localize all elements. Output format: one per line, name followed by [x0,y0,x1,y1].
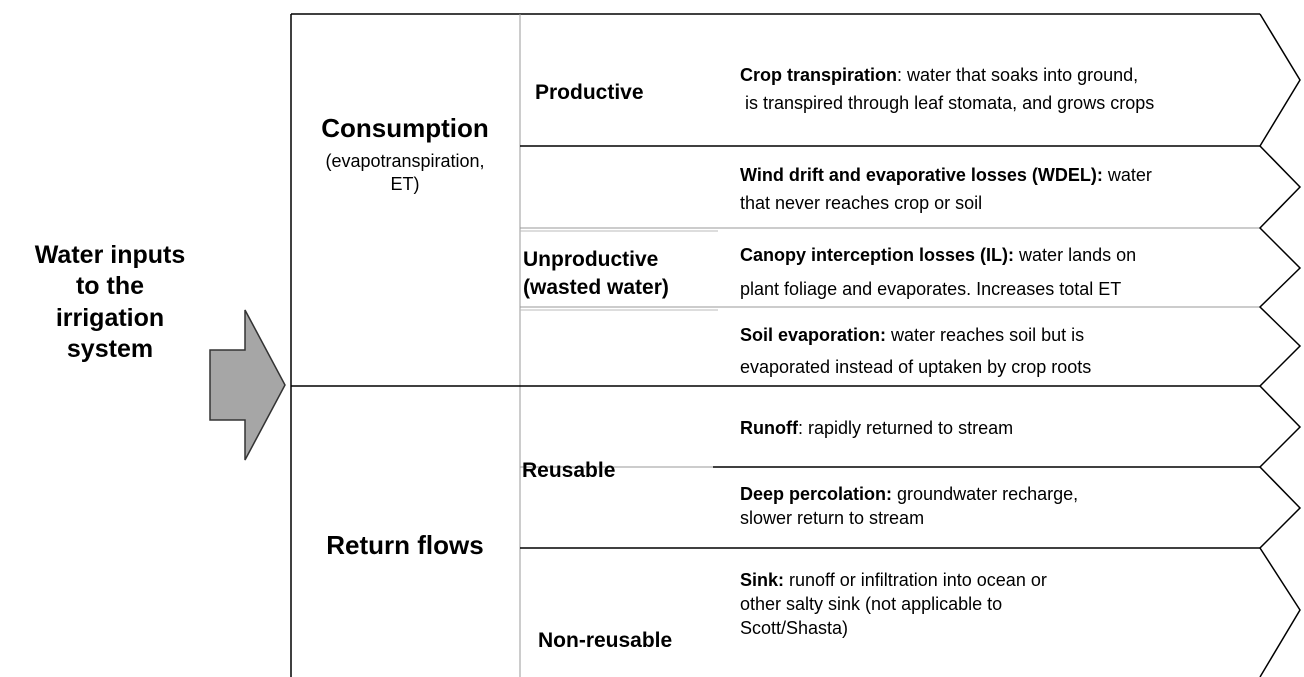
left-label: Water inputs to the irrigation system [35,241,185,363]
text-span: Runoff [740,418,799,438]
text-span: water reaches soil but is [886,325,1084,345]
category: Unproductive [523,248,658,271]
label-line: to the [76,272,144,300]
text-span: runoff or infiltration into ocean or [784,570,1047,590]
item-line: that never reaches crop or soil [740,193,982,213]
input-arrow [209,309,286,461]
section-subtitle: ET) [391,174,420,194]
item-line: Crop transpiration: water that soaks int… [740,65,1138,85]
category: (wasted water) [523,276,669,299]
label-line: Water inputs [35,241,185,269]
label-line: irrigation [56,304,164,332]
text-span: Sink: [740,570,784,590]
item-line: other salty sink (not applicable to [740,594,1002,614]
category: Non-reusable [538,629,672,652]
item-line: Runoff: rapidly returned to stream [740,418,1013,438]
item-line: Canopy interception losses (IL): water l… [740,245,1136,265]
item-line: slower return to stream [740,508,924,528]
section-title: Return flows [326,530,483,560]
text-span: Crop transpiration [740,65,897,85]
item-line: Scott/Shasta) [740,618,848,638]
text-span: water [1103,165,1152,185]
item-line: plant foliage and evaporates. Increases … [740,279,1121,299]
categories: Productive Unproductive (wasted water) R… [522,81,672,652]
text-span: : rapidly returned to stream [798,418,1013,438]
item-line: Deep percolation: groundwater recharge, [740,484,1078,504]
item-line: Sink: runoff or infiltration into ocean … [740,570,1047,590]
text-span: : water that soaks into ground, [897,65,1138,85]
text-span: Deep percolation: [740,484,892,504]
items: Crop transpiration: water that soaks int… [740,65,1154,638]
item-line: Soil evaporation: water reaches soil but… [740,325,1084,345]
frame [290,13,1302,677]
item-line: evaporated instead of uptaken by crop ro… [740,357,1091,377]
item-line: is transpired through leaf stomata, and … [740,93,1154,113]
section-title: Consumption [321,113,489,143]
sections: Consumption (evapotranspiration, ET) Ret… [321,113,489,560]
text-span: Canopy interception losses (IL): [740,245,1014,265]
text-span: Soil evaporation: [740,325,886,345]
text-span: water lands on [1014,245,1136,265]
text-span: groundwater recharge, [892,484,1078,504]
category: Reusable [522,459,615,482]
text-span: Wind drift and evaporative losses (WDEL)… [740,165,1103,185]
category: Productive [535,81,644,104]
label-line: system [67,335,153,363]
section-subtitle: (evapotranspiration, [325,151,484,171]
item-line: Wind drift and evaporative losses (WDEL)… [740,165,1152,185]
